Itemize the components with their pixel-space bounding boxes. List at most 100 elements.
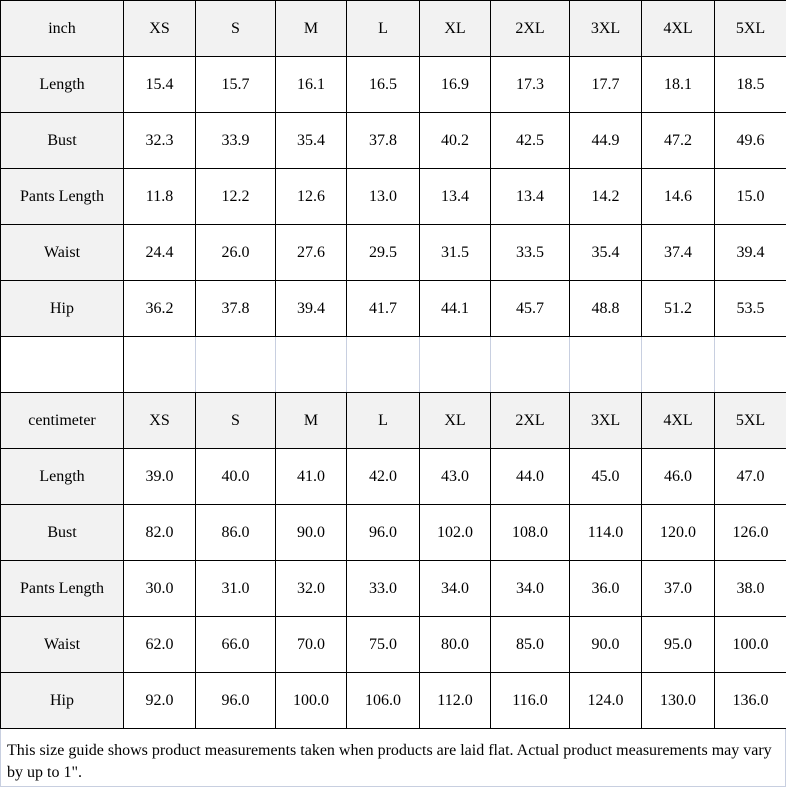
size-header: M xyxy=(276,1,347,57)
empty-cell xyxy=(124,337,196,393)
measurement-cell: 37.8 xyxy=(196,281,276,337)
measurement-cell: 66.0 xyxy=(196,617,276,673)
measurement-cell: 44.0 xyxy=(491,449,570,505)
measurement-cell: 40.0 xyxy=(196,449,276,505)
measurement-cell: 15.7 xyxy=(196,57,276,113)
measurement-cell: 13.4 xyxy=(420,169,491,225)
measurement-cell: 112.0 xyxy=(420,673,491,729)
measurement-cell: 82.0 xyxy=(124,505,196,561)
measurement-cell: 37.4 xyxy=(642,225,715,281)
measurement-cell: 31.5 xyxy=(420,225,491,281)
measurement-cell: 36.0 xyxy=(570,561,642,617)
measurement-cell: 108.0 xyxy=(491,505,570,561)
row-label: Hip xyxy=(1,281,124,337)
measurement-cell: 47.0 xyxy=(715,449,786,505)
measurement-cell: 18.1 xyxy=(642,57,715,113)
measurement-cell: 12.2 xyxy=(196,169,276,225)
measurement-cell: 17.7 xyxy=(570,57,642,113)
measurement-cell: 16.5 xyxy=(347,57,420,113)
measurement-cell: 34.0 xyxy=(420,561,491,617)
measurement-cell: 12.6 xyxy=(276,169,347,225)
measurement-cell: 41.0 xyxy=(276,449,347,505)
measurement-cell: 15.4 xyxy=(124,57,196,113)
measurement-cell: 14.6 xyxy=(642,169,715,225)
row-label: Pants Length xyxy=(1,169,124,225)
empty-cell xyxy=(347,337,420,393)
measurement-cell: 31.0 xyxy=(196,561,276,617)
row-label: Waist xyxy=(1,225,124,281)
size-header: XL xyxy=(420,393,491,449)
empty-cell xyxy=(570,337,642,393)
measurement-cell: 39.4 xyxy=(276,281,347,337)
measurement-cell: 100.0 xyxy=(276,673,347,729)
size-header: M xyxy=(276,393,347,449)
measurement-cell: 33.0 xyxy=(347,561,420,617)
empty-cell xyxy=(1,337,124,393)
measurement-cell: 102.0 xyxy=(420,505,491,561)
measurement-cell: 39.4 xyxy=(715,225,786,281)
size-header: 4XL xyxy=(642,393,715,449)
measurement-cell: 48.8 xyxy=(570,281,642,337)
measurement-cell: 11.8 xyxy=(124,169,196,225)
measurement-cell: 96.0 xyxy=(196,673,276,729)
measurement-cell: 32.0 xyxy=(276,561,347,617)
empty-cell xyxy=(491,337,570,393)
empty-cell xyxy=(642,337,715,393)
measurement-cell: 80.0 xyxy=(420,617,491,673)
empty-cell xyxy=(276,337,347,393)
measurement-cell: 51.2 xyxy=(642,281,715,337)
row-label: Length xyxy=(1,57,124,113)
unit-header: inch xyxy=(1,1,124,57)
measurement-cell: 16.9 xyxy=(420,57,491,113)
measurement-cell: 95.0 xyxy=(642,617,715,673)
measurement-cell: 43.0 xyxy=(420,449,491,505)
measurement-cell: 37.0 xyxy=(642,561,715,617)
measurement-cell: 85.0 xyxy=(491,617,570,673)
measurement-cell: 70.0 xyxy=(276,617,347,673)
measurement-cell: 86.0 xyxy=(196,505,276,561)
measurement-cell: 37.8 xyxy=(347,113,420,169)
measurement-cell: 14.2 xyxy=(570,169,642,225)
measurement-note: This size guide shows product measuremen… xyxy=(0,729,786,787)
size-header: 2XL xyxy=(491,393,570,449)
measurement-cell: 34.0 xyxy=(491,561,570,617)
measurement-cell: 90.0 xyxy=(276,505,347,561)
measurement-cell: 42.5 xyxy=(491,113,570,169)
row-label: Pants Length xyxy=(1,561,124,617)
measurement-cell: 47.2 xyxy=(642,113,715,169)
measurement-cell: 124.0 xyxy=(570,673,642,729)
measurement-cell: 130.0 xyxy=(642,673,715,729)
size-header: 2XL xyxy=(491,1,570,57)
size-header: XL xyxy=(420,1,491,57)
size-header: S xyxy=(196,1,276,57)
measurement-cell: 75.0 xyxy=(347,617,420,673)
measurement-cell: 30.0 xyxy=(124,561,196,617)
size-header: L xyxy=(347,393,420,449)
size-header: XS xyxy=(124,1,196,57)
measurement-cell: 33.5 xyxy=(491,225,570,281)
row-label: Waist xyxy=(1,617,124,673)
size-header: 4XL xyxy=(642,1,715,57)
measurement-cell: 36.2 xyxy=(124,281,196,337)
measurement-cell: 92.0 xyxy=(124,673,196,729)
measurement-cell: 126.0 xyxy=(715,505,786,561)
measurement-cell: 100.0 xyxy=(715,617,786,673)
row-label: Bust xyxy=(1,113,124,169)
empty-cell xyxy=(715,337,786,393)
measurement-cell: 38.0 xyxy=(715,561,786,617)
measurement-cell: 13.0 xyxy=(347,169,420,225)
measurement-cell: 16.1 xyxy=(276,57,347,113)
row-label: Bust xyxy=(1,505,124,561)
size-header: L xyxy=(347,1,420,57)
measurement-cell: 29.5 xyxy=(347,225,420,281)
size-header: 3XL xyxy=(570,1,642,57)
